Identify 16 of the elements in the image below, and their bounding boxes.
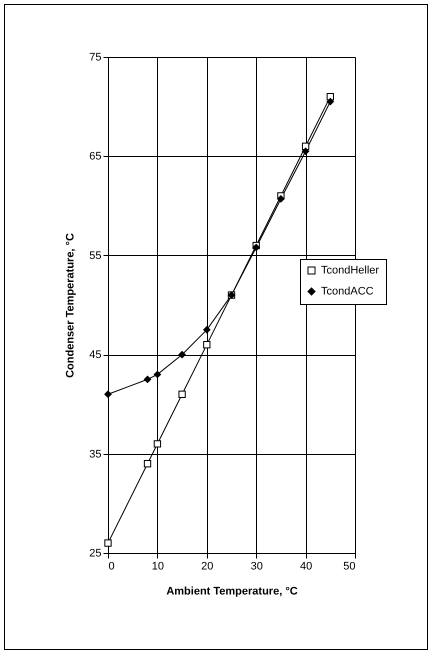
x-tick-label: 50 — [343, 560, 356, 572]
y-tick-label: 35 — [89, 448, 102, 460]
y-tick-label: 55 — [89, 250, 102, 262]
y-tick-label: 25 — [89, 548, 102, 560]
x-axis-title: Ambient Temperature, °C — [166, 586, 298, 598]
y-tick-label: 75 — [89, 52, 102, 64]
y-tick-label: 65 — [89, 150, 102, 163]
x-tick-label: 20 — [201, 560, 214, 572]
legend-label: TcondHeller — [321, 264, 380, 276]
x-tick-label: 0 — [108, 560, 115, 572]
x-tick-label: 40 — [300, 560, 312, 572]
y-axis-title: Condenser Temperature, °C — [64, 233, 76, 378]
y-tick-label: 45 — [89, 349, 102, 362]
legend-label: TcondACC — [321, 286, 374, 298]
x-tick-label: 10 — [152, 560, 164, 572]
x-tick-label: 30 — [250, 560, 263, 572]
